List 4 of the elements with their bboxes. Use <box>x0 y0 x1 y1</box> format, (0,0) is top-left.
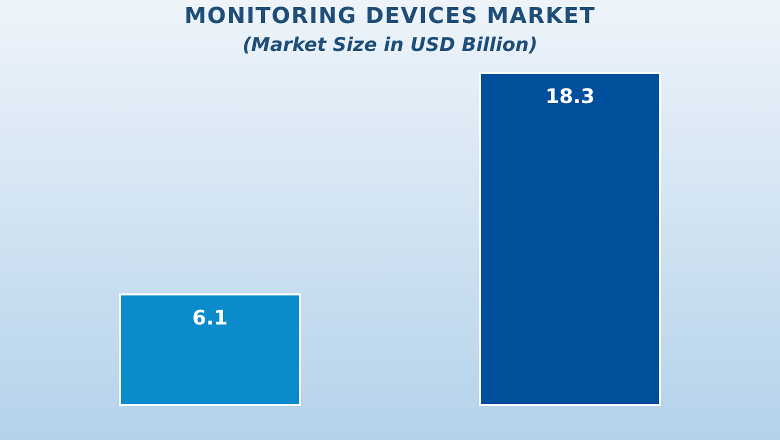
data-label: 18.3 <box>545 84 595 108</box>
data-label: 6.1 <box>192 306 228 330</box>
chart-title: MONITORING DEVICES MARKET <box>183 4 597 29</box>
chart-subtitle: (Market Size in USD Billion) <box>241 34 539 56</box>
